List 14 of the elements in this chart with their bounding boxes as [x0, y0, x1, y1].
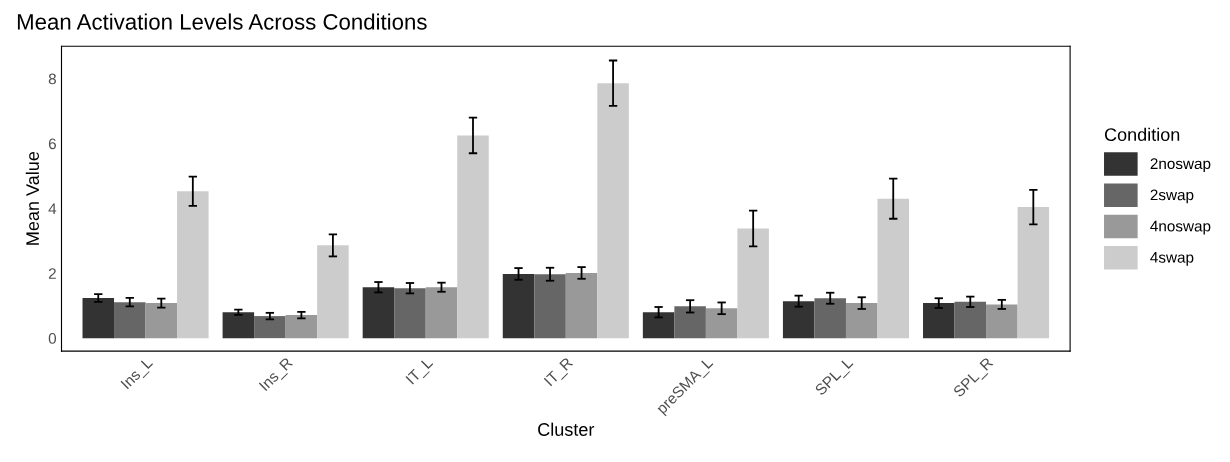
legend-label: 2swap — [1150, 189, 1194, 204]
y-tick-label: 8 — [48, 73, 56, 85]
y-tick-label: 0 — [48, 333, 57, 344]
legend-title: Condition — [1104, 127, 1180, 142]
y-tick-label: 2 — [48, 268, 56, 279]
y-tick-label: 6 — [48, 138, 56, 150]
legend-label: 4noswap — [1150, 220, 1211, 235]
legend-label: 4swap — [1150, 252, 1194, 266]
y-tick-label: 4 — [48, 203, 57, 214]
y-axis-title: Mean Value — [25, 151, 40, 245]
legend-label: 2noswap — [1150, 158, 1211, 173]
x-axis-title: Cluster — [538, 422, 595, 436]
x-tick-label: IT_L — [405, 356, 436, 387]
chart-title: Mean Activation Levels Across Conditions — [17, 13, 427, 30]
